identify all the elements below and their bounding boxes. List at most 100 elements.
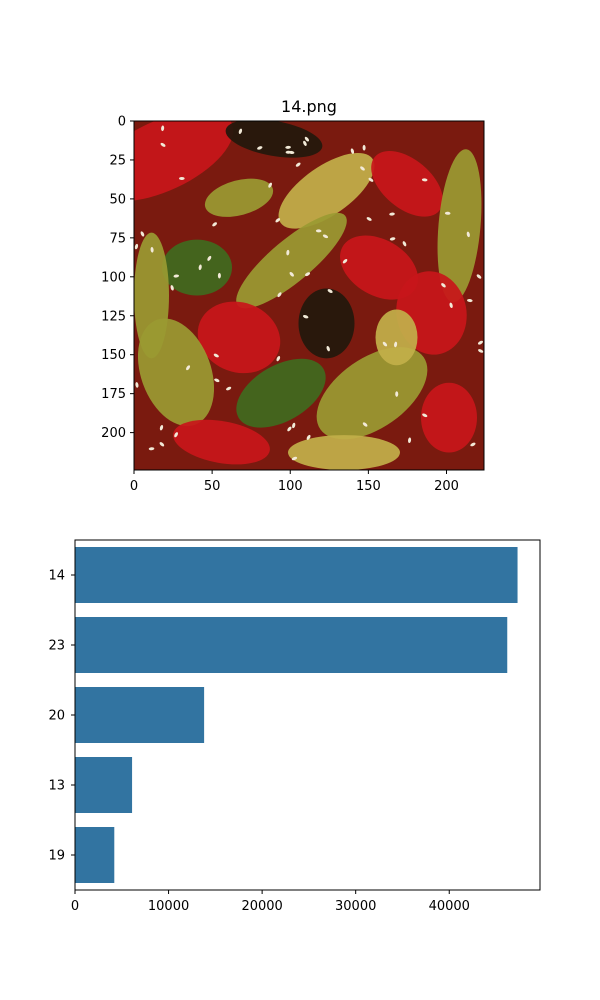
food-piece bbox=[204, 178, 274, 217]
sesame-seed bbox=[186, 365, 191, 371]
sesame-seed bbox=[276, 356, 281, 362]
y-tick-label: 0 bbox=[118, 115, 126, 130]
bar-y-axis: 14 23 20 13 19 bbox=[48, 569, 75, 864]
sesame-seed bbox=[326, 345, 330, 352]
bar-14 bbox=[75, 547, 518, 603]
food-piece bbox=[236, 358, 326, 428]
sesame-seed bbox=[140, 231, 145, 237]
x-tick-label: 100 bbox=[278, 479, 303, 494]
image-x-axis: 0 50 100 150 200 bbox=[130, 470, 459, 494]
sesame-seed bbox=[295, 162, 301, 167]
sesame-seed bbox=[421, 178, 428, 182]
x-tick-label: 200 bbox=[434, 479, 459, 494]
food-piece bbox=[298, 288, 355, 359]
food-piece bbox=[278, 152, 375, 229]
bar-panel: 14 23 20 13 19 0 10000 20000 30000 40000 bbox=[48, 539, 541, 914]
sesame-seed bbox=[327, 289, 333, 293]
sesame-seed bbox=[304, 136, 310, 142]
sesame-seed bbox=[382, 341, 388, 347]
sesame-seed bbox=[275, 218, 281, 223]
sesame-seed bbox=[285, 145, 291, 149]
sesame-seed bbox=[422, 413, 428, 418]
sesame-seed bbox=[289, 272, 294, 277]
sesame-seed bbox=[226, 386, 232, 391]
sesame-seed bbox=[285, 150, 292, 154]
sesame-seed bbox=[159, 442, 165, 447]
bars bbox=[75, 547, 518, 883]
x-tick-label: 150 bbox=[356, 479, 381, 494]
sesame-seed bbox=[350, 148, 355, 154]
food-piece bbox=[316, 347, 428, 440]
sesame-seed bbox=[161, 125, 165, 132]
x-tick-label: 20000 bbox=[241, 899, 282, 914]
food-piece bbox=[134, 232, 169, 359]
category-label: 13 bbox=[48, 779, 65, 794]
bar-20 bbox=[75, 687, 205, 743]
category-label: 14 bbox=[48, 569, 65, 584]
sesame-seed bbox=[368, 177, 374, 182]
y-tick-label: 100 bbox=[101, 270, 126, 285]
sesame-seed bbox=[150, 246, 154, 253]
sesame-seed bbox=[174, 432, 178, 438]
sesame-seed bbox=[303, 140, 307, 146]
sesame-seed bbox=[402, 241, 407, 247]
y-tick-label: 50 bbox=[109, 192, 126, 207]
sesame-seed bbox=[135, 382, 139, 388]
food-piece bbox=[162, 239, 232, 296]
sesame-seed bbox=[444, 211, 451, 215]
sesame-seed bbox=[214, 378, 220, 383]
image-title: 14.png bbox=[281, 97, 337, 116]
sesame-seed bbox=[286, 249, 290, 256]
sesame-seed bbox=[268, 182, 273, 188]
food-piece bbox=[437, 149, 482, 303]
food-piece bbox=[173, 419, 270, 465]
x-tick-label: 0 bbox=[130, 479, 138, 494]
sesame-seed bbox=[306, 434, 311, 440]
sesame-seed bbox=[477, 340, 484, 345]
sesame-seed bbox=[207, 255, 212, 261]
sesame-seed bbox=[170, 285, 174, 291]
food-piece bbox=[236, 212, 347, 309]
sesame-seed bbox=[160, 142, 166, 147]
sesame-seed bbox=[467, 299, 473, 303]
y-tick-label: 150 bbox=[101, 348, 126, 363]
food-piece bbox=[371, 150, 443, 217]
sesame-seed bbox=[394, 341, 398, 348]
sesame-seed bbox=[366, 217, 372, 221]
sesame-seed bbox=[362, 144, 366, 151]
sesame-seed bbox=[291, 456, 298, 461]
sesame-seed bbox=[466, 231, 470, 238]
sesame-seed bbox=[360, 166, 365, 171]
food-piece bbox=[375, 309, 418, 366]
food-piece bbox=[421, 382, 477, 453]
sesame-seed bbox=[302, 315, 309, 319]
sesame-seed bbox=[292, 422, 296, 429]
category-label: 20 bbox=[48, 709, 65, 724]
sesame-seed bbox=[159, 425, 164, 431]
x-tick-label: 40000 bbox=[429, 899, 470, 914]
sesame-seed bbox=[322, 234, 329, 239]
sesame-seed bbox=[408, 437, 412, 444]
food-piece bbox=[134, 121, 234, 202]
sesame-seed bbox=[148, 447, 155, 451]
y-tick-label: 200 bbox=[101, 426, 126, 441]
food-piece bbox=[288, 435, 400, 470]
y-tick-label: 75 bbox=[109, 231, 126, 246]
x-tick-label: 30000 bbox=[335, 899, 376, 914]
sesame-seed bbox=[470, 442, 476, 447]
x-tick-label: 50 bbox=[204, 479, 221, 494]
sesame-seed bbox=[179, 176, 185, 180]
sesame-seed bbox=[173, 274, 180, 278]
sesame-seed bbox=[476, 274, 482, 279]
category-label: 23 bbox=[48, 639, 65, 654]
x-tick-label: 10000 bbox=[148, 899, 189, 914]
food-piece bbox=[197, 301, 281, 374]
image-axes-frame bbox=[133, 120, 485, 471]
sesame-seed bbox=[213, 353, 219, 358]
category-label: 19 bbox=[48, 849, 65, 864]
sesame-seed bbox=[277, 292, 282, 298]
food-piece bbox=[225, 121, 323, 158]
sesame-seed bbox=[441, 283, 446, 288]
kimchi-photo bbox=[134, 121, 484, 470]
